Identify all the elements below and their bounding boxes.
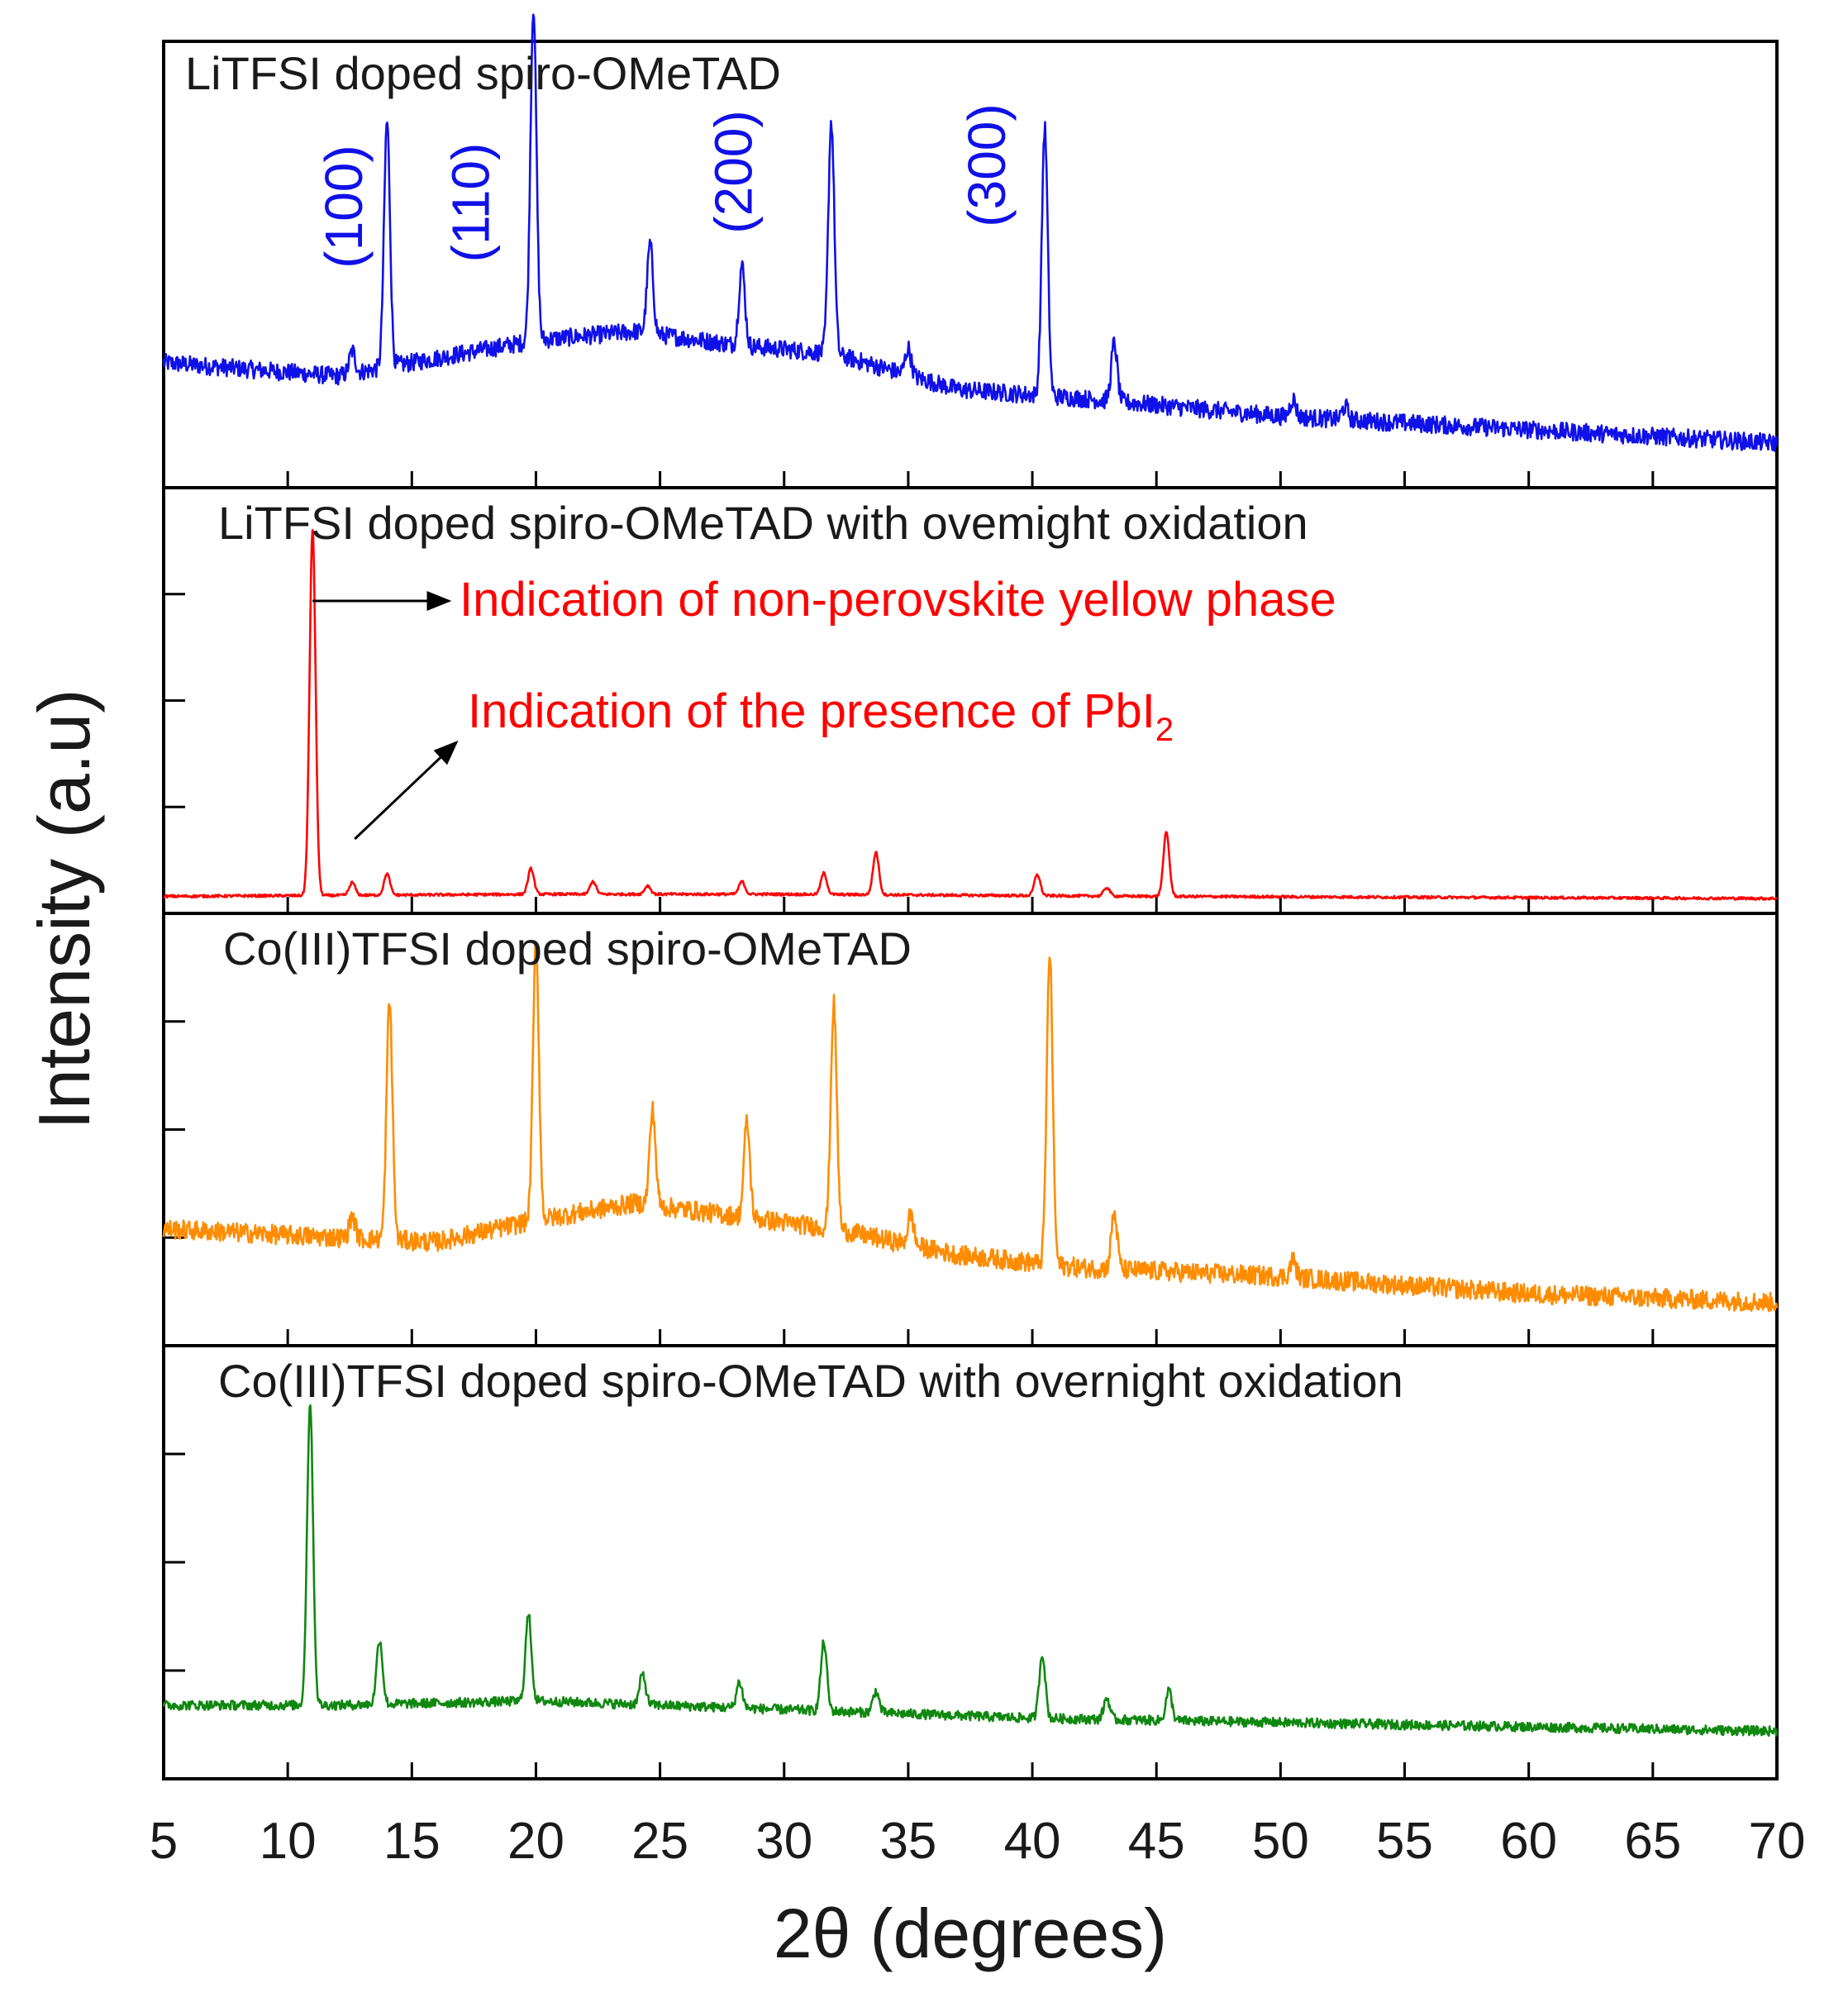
x-axis-title: 2θ (degrees) — [774, 1895, 1167, 1972]
series-line-4 — [162, 1404, 1779, 1737]
annotation-pbi2-subscript: 2 — [1155, 712, 1174, 748]
series-line-1 — [162, 13, 1779, 452]
x-tick-label: 25 — [631, 1813, 688, 1870]
y-axis-title: Intensity (a.u) — [23, 689, 105, 1129]
x-tick-label: 15 — [383, 1813, 441, 1870]
x-tick-label: 30 — [755, 1813, 812, 1870]
panel-frame-3 — [162, 912, 1779, 1347]
x-tick-label: 35 — [879, 1813, 936, 1870]
x-tick-label: 50 — [1252, 1813, 1309, 1870]
miller-index-label: (110) — [441, 143, 500, 263]
series-line-3 — [162, 941, 1779, 1313]
panel-label-1: LiTFSI doped spiro-OMeTAD — [185, 47, 781, 99]
miller-index-label: (100) — [314, 145, 374, 268]
x-tick-label: 55 — [1376, 1813, 1433, 1870]
x-tick-label: 5 — [150, 1813, 178, 1870]
annotation-arrow-pbi2 — [354, 740, 459, 841]
panel-label-3: Co(III)TFSI doped spiro-OMeTAD — [223, 922, 912, 975]
panel-label-2: LiTFSI doped spiro-OMeTAD with ovemight … — [218, 497, 1308, 549]
annotation-pbi2: Indication of the presence of PbI2 — [468, 684, 1174, 748]
annotation-pbi2-main: Indication of the presence of PbI — [468, 684, 1155, 738]
series-line-2 — [163, 528, 1778, 901]
x-tick-label: 65 — [1624, 1813, 1681, 1870]
x-tick-label: 20 — [507, 1813, 564, 1870]
x-tick-label: 40 — [1004, 1813, 1061, 1870]
panel-label-4: Co(III)TFSI doped spiro-OMeTAD with over… — [218, 1355, 1403, 1407]
x-tick-label: 10 — [260, 1813, 317, 1870]
x-tick-label: 70 — [1749, 1813, 1806, 1870]
miller-index-label: (200) — [704, 110, 764, 233]
miller-index-label: (300) — [957, 103, 1017, 226]
x-tick-label: 45 — [1128, 1813, 1185, 1870]
annotation-yellow-phase: Indication of non-perovskite yellow phas… — [460, 573, 1336, 627]
x-tick-label: 60 — [1500, 1813, 1557, 1870]
